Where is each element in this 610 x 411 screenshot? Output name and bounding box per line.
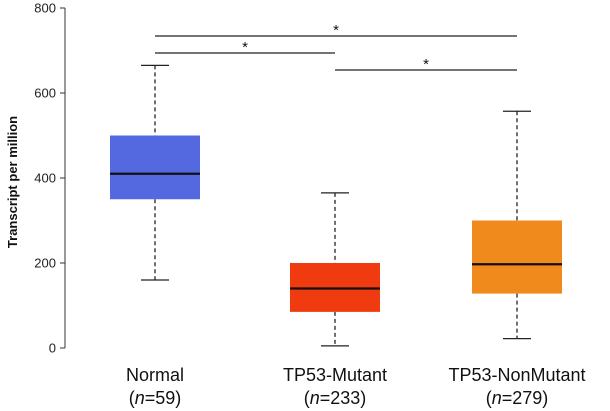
sample-size-value: =233) — [320, 388, 367, 408]
box-tp53-mutant — [290, 192, 380, 347]
sample-size-n: n — [492, 388, 502, 408]
significance-brackets: * * * — [155, 22, 517, 73]
y-tick-label: 0 — [49, 341, 56, 356]
y-tick-label: 200 — [34, 256, 56, 271]
category-label: Normal — [126, 365, 184, 385]
sample-size-label: (n=59) — [129, 388, 182, 408]
significance-star: * — [423, 56, 429, 73]
box-normal — [110, 64, 200, 281]
boxes — [110, 64, 562, 347]
significance-star: * — [242, 39, 248, 56]
y-axis-label: Transcript per million — [5, 116, 20, 248]
category-label: TP53-Mutant — [283, 365, 387, 385]
sample-size-open: ( — [486, 388, 492, 408]
sample-size-label: (n=233) — [304, 388, 367, 408]
box-tp53-nonmutant — [472, 110, 562, 340]
sample-size-label: (n=279) — [486, 388, 549, 408]
y-tick-label: 600 — [34, 86, 56, 101]
iqr-box — [472, 220, 562, 294]
sample-size-value: =279) — [502, 388, 549, 408]
sample-size-open: ( — [129, 388, 135, 408]
y-tick-label: 400 — [34, 171, 56, 186]
sample-size-n: n — [310, 388, 320, 408]
category-label: TP53-NonMutant — [448, 365, 585, 385]
category-labels: Normal(n=59)TP53-Mutant(n=233)TP53-NonMu… — [126, 365, 586, 408]
significance-star: * — [333, 22, 339, 39]
sample-size-open: ( — [304, 388, 310, 408]
y-tick-label: 800 — [34, 1, 56, 16]
sample-size-n: n — [135, 388, 145, 408]
axes: 0 200 400 600 800 Transcript per million — [5, 1, 66, 356]
iqr-box — [110, 135, 200, 200]
sample-size-value: =59) — [145, 388, 182, 408]
